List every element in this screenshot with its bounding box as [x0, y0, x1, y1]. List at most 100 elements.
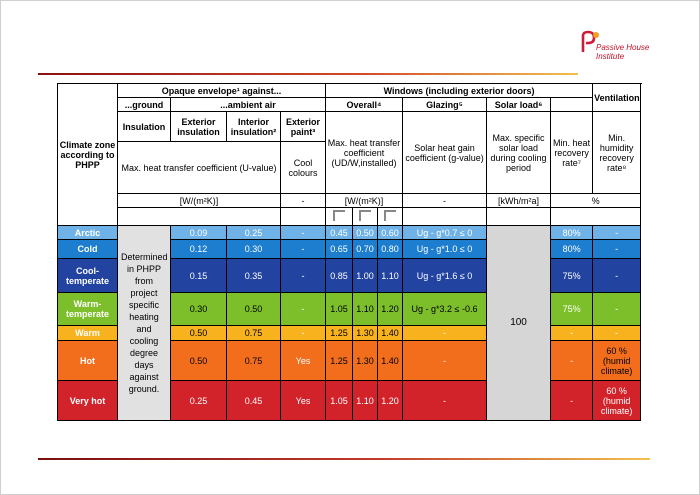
ext-insulation-value: 0.50 — [170, 325, 227, 341]
window-value: 1.10 — [377, 258, 404, 293]
table-row: Hot 0.50 0.75 Yes 1.25 1.30 1.40 - - 60 … — [57, 340, 642, 381]
int-insulation-value: 0.30 — [226, 239, 281, 259]
bottom-divider — [38, 458, 650, 460]
solar-load-description: Max. specific solar load during cooling … — [486, 111, 552, 194]
heat-recovery-value: 75% — [550, 258, 594, 293]
humidity-recovery-value: 60 % (humid climate) — [592, 380, 642, 421]
exterior-insulation-header: Exterior insulation — [170, 111, 227, 142]
solar-unit: [kWh/m²a] — [486, 193, 552, 208]
window-value: 1.25 — [325, 325, 354, 341]
ext-insulation-value: 0.12 — [170, 239, 227, 259]
overall-header: Overall⁴ — [325, 97, 404, 112]
humidity-recovery-value: - — [592, 292, 642, 326]
heat-recovery-value: 80% — [550, 225, 594, 240]
window-value: 1.05 — [325, 292, 354, 326]
window-value: 1.00 — [352, 258, 379, 293]
window-value: 1.40 — [377, 325, 404, 341]
solar-load-header: Solar load⁶ — [486, 97, 552, 112]
glazing-value: Ug - g*1.6 ≤ 0 — [402, 258, 488, 293]
humidity-recovery-value: - — [592, 258, 642, 293]
logo-text-line2: Institute — [596, 52, 625, 61]
paint-value: Yes — [279, 340, 327, 381]
window-value: 1.20 — [377, 380, 404, 421]
glazing-description: Solar heat gain coefficient (g-value) — [402, 111, 488, 194]
humidity-recovery-value: - — [592, 239, 642, 259]
paint-value: - — [279, 325, 327, 341]
ground-merged-cell: Determined in PHPP from project specific… — [117, 225, 171, 421]
paint-value: - — [279, 225, 327, 240]
glazing-unit: - — [402, 193, 488, 208]
window-value: 0.50 — [352, 225, 379, 240]
table-row: Arctic Determined in PHPP from project s… — [57, 225, 642, 421]
exterior-paint-header: Exterior paint³ — [279, 111, 327, 142]
ext-insulation-value: 0.50 — [170, 340, 227, 381]
heat-recovery-value: 80% — [550, 239, 594, 259]
window-value: 1.05 — [325, 380, 354, 421]
window-value: 1.30 — [352, 340, 379, 381]
air-group-header: ...ambient air — [169, 97, 327, 112]
table-row: Warm-temperate 0.30 0.50 - 1.05 1.10 1.2… — [57, 292, 642, 326]
logo-text-line1: Passive House — [596, 43, 650, 52]
passive-house-logo-icon — [581, 30, 599, 52]
humidity-recovery-value: - — [592, 325, 642, 341]
window-value: 1.10 — [352, 292, 379, 326]
window-unit: [W/(m²K)] — [325, 193, 404, 208]
heat-recovery-value: 75% — [550, 292, 594, 326]
ventilation-unit: % — [550, 193, 642, 208]
ventilation-header: Ventilation — [592, 83, 642, 112]
window-value: 1.30 — [352, 325, 379, 341]
window-value: 0.45 — [325, 225, 354, 240]
ground-group-header: ...ground — [117, 97, 171, 112]
insulation-header: Insulation — [117, 111, 171, 142]
zone-label: Arctic — [57, 225, 118, 240]
glazing-value: - — [402, 380, 488, 421]
window-icon-cell — [325, 207, 354, 226]
overall-description: Max. heat transfer coefficient (UD/W,ins… — [325, 111, 404, 194]
u-value-unit: [W/(m²K)] — [117, 193, 281, 208]
ext-insulation-value: 0.25 — [170, 380, 227, 421]
int-insulation-value: 0.45 — [226, 380, 281, 421]
humidity-recovery-value: 60 % (humid climate) — [592, 340, 642, 381]
int-insulation-value: 0.50 — [226, 292, 281, 326]
window-frame-icon — [384, 210, 397, 221]
min-heat-recovery-header: Min. heat recovery rate⁷ — [550, 111, 594, 194]
zone-label: Hot — [57, 340, 118, 381]
zone-label: Warm — [57, 325, 118, 341]
cool-colours-label: Cool colours — [279, 141, 327, 194]
zone-label: Cool-temperate — [57, 258, 118, 293]
climate-requirements-table: Climate zone according to PHPP Opaque en… — [57, 83, 642, 421]
glazing-value: - — [402, 325, 488, 341]
int-insulation-value: 0.75 — [226, 325, 281, 341]
paint-value: - — [279, 292, 327, 326]
heat-recovery-value: - — [550, 380, 594, 421]
glazing-header: Glazing⁵ — [402, 97, 488, 112]
top-divider — [38, 73, 578, 75]
int-insulation-value: 0.35 — [226, 258, 281, 293]
window-value: 1.25 — [325, 340, 354, 381]
passive-house-logo: Passive House Institute — [580, 30, 670, 76]
window-value: 1.40 — [377, 340, 404, 381]
zone-label: Cold — [57, 239, 118, 259]
window-frame-icon — [359, 210, 372, 221]
humidity-recovery-value: - — [592, 225, 642, 240]
window-value: 1.10 — [352, 380, 379, 421]
glazing-value: Ug - g*3.2 ≤ -0.6 — [402, 292, 488, 326]
solar-load-value: 100 — [486, 225, 552, 421]
paint-value: - — [279, 258, 327, 293]
glazing-value: - — [402, 340, 488, 381]
window-value: 0.65 — [325, 239, 354, 259]
heat-recovery-value: - — [550, 325, 594, 341]
paint-value: - — [279, 239, 327, 259]
zone-label: Very hot — [57, 380, 118, 421]
ext-insulation-value: 0.15 — [170, 258, 227, 293]
int-insulation-value: 0.75 — [226, 340, 281, 381]
glazing-value: Ug - g*1.0 ≤ 0 — [402, 239, 488, 259]
window-value: 0.80 — [377, 239, 404, 259]
ext-insulation-value: 0.09 — [170, 225, 227, 240]
window-value: 1.20 — [377, 292, 404, 326]
window-value: 0.85 — [325, 258, 354, 293]
window-frame-icon — [333, 210, 346, 221]
zone-label: Warm-temperate — [57, 292, 118, 326]
paint-unit: - — [279, 193, 327, 208]
interior-insulation-header: Interior insulation² — [226, 111, 281, 142]
